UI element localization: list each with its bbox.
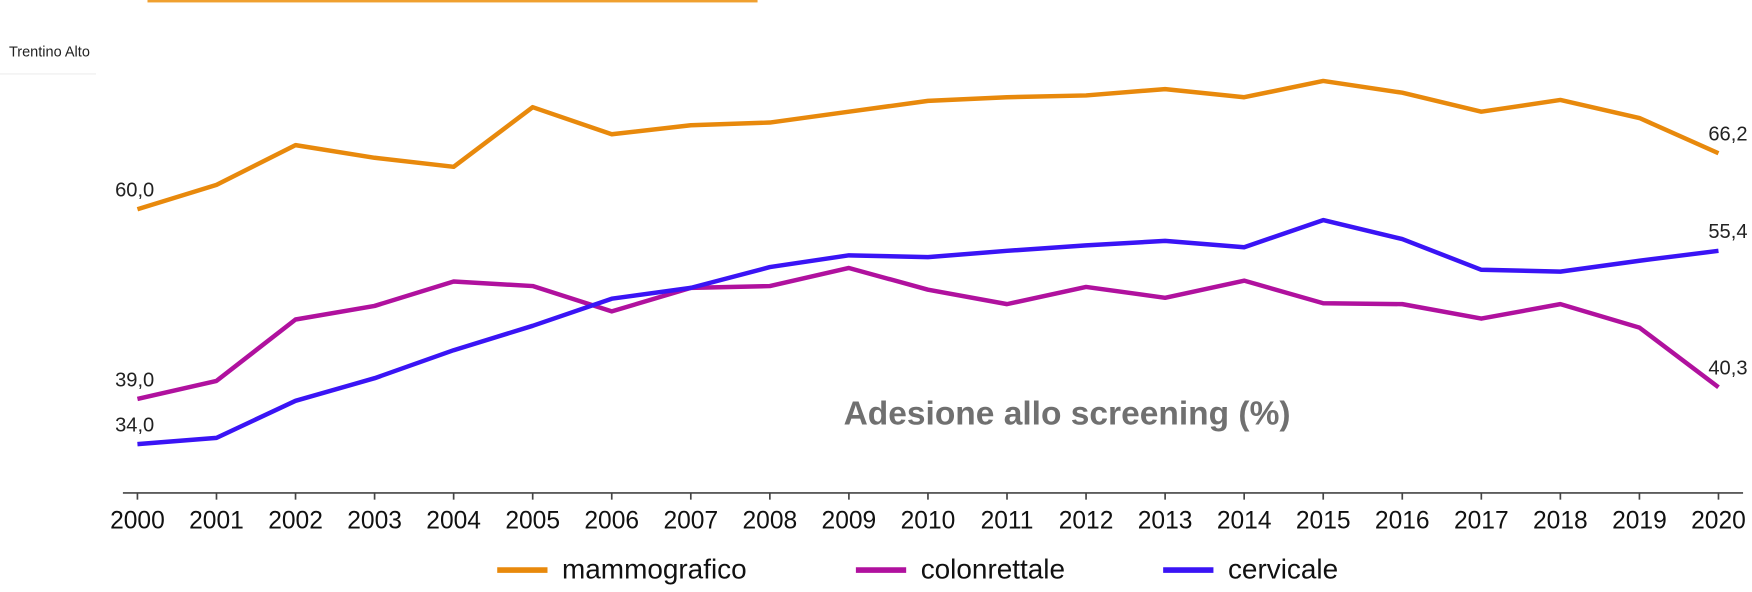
x-tick-label: 2007 — [663, 507, 718, 534]
x-tick-label: 2018 — [1533, 507, 1588, 534]
x-tick-label: 2006 — [584, 507, 639, 534]
value-label: 55,4 — [1708, 221, 1747, 243]
x-tick-label: 2016 — [1375, 507, 1430, 534]
x-tick-label: 2011 — [981, 507, 1034, 534]
series-line — [136, 265, 1720, 402]
chart-title: Adesione allo screening (%) — [844, 396, 1291, 433]
x-tick-label: 2005 — [505, 507, 560, 534]
x-tick-label: 2019 — [1612, 507, 1667, 534]
series-line — [137, 217, 1719, 447]
background-bar — [147, 0, 758, 3]
value-label: 40,3 — [1708, 358, 1747, 380]
x-tick-label: 2017 — [1454, 507, 1509, 534]
value-label: 66,2 — [1708, 124, 1747, 146]
x-tick-label: 2015 — [1296, 507, 1351, 534]
x-tick-label: 2013 — [1138, 507, 1193, 534]
x-tick-label: 2012 — [1059, 507, 1114, 534]
value-label: 34,0 — [115, 415, 154, 437]
legend-label: mammografico — [562, 554, 747, 585]
x-tick-label: 2014 — [1217, 507, 1272, 534]
x-tick-label: 2003 — [347, 507, 402, 534]
x-tick-label: 2000 — [110, 507, 165, 534]
x-tick-label: 2002 — [268, 507, 323, 534]
x-tick-label: 2004 — [426, 507, 481, 534]
x-tick-label: 2010 — [901, 507, 956, 534]
x-tick-label: 2008 — [743, 507, 798, 534]
x-tick-label: 2020 — [1691, 507, 1746, 534]
legend-label: cervicale — [1228, 554, 1338, 585]
value-label: 60,0 — [115, 180, 154, 202]
series-line — [136, 78, 1720, 212]
background-label: Trentino Alto — [9, 45, 90, 61]
legend-label: colonrettale — [921, 554, 1065, 585]
x-tick-label: 2001 — [189, 507, 244, 534]
x-tick-label: 2009 — [822, 507, 877, 534]
value-label: 39,0 — [115, 369, 154, 391]
